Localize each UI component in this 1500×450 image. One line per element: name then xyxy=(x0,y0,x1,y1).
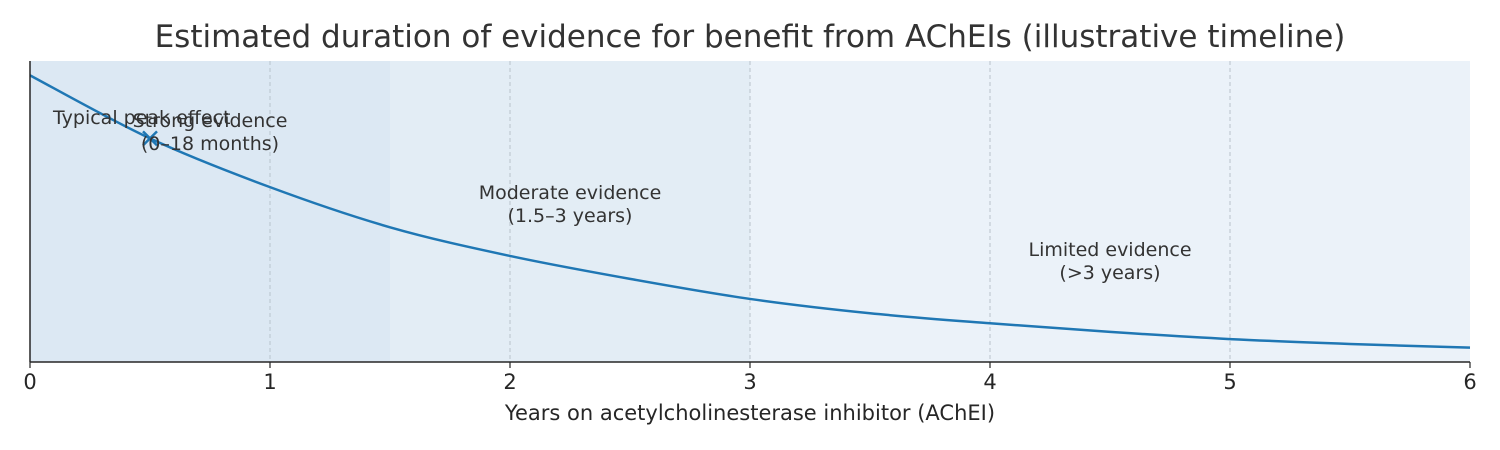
x-axis-label: Years on acetylcholinesterase inhibitor … xyxy=(504,401,995,425)
x-tick-label: 0 xyxy=(23,370,36,394)
chart-title: Estimated duration of evidence for benef… xyxy=(155,19,1346,55)
x-tick-label: 4 xyxy=(983,370,996,394)
region-label-title: Limited evidence xyxy=(1028,239,1191,261)
region-labels: Strong evidence(0–18 months) Moderate evi… xyxy=(133,110,1192,284)
x-tick-label: 6 xyxy=(1463,370,1476,394)
x-tick-label: 3 xyxy=(743,370,756,394)
evidence-band-3 xyxy=(750,61,1470,362)
region-label-title: Strong evidence xyxy=(133,110,288,132)
peak-marker xyxy=(142,130,158,147)
evidence-band-1 xyxy=(30,61,390,362)
grid-lines xyxy=(269,61,1231,362)
evidence-bands xyxy=(30,61,1470,362)
region-label-range: (>3 years) xyxy=(1059,262,1160,284)
annotation-text: Typical peak effect xyxy=(52,107,230,129)
x-ticks: 0 1 2 3 4 5 6 xyxy=(23,362,1477,394)
region-label-range: (1.5–3 years) xyxy=(508,205,633,227)
x-tick-label: 5 xyxy=(1223,370,1236,394)
annotation-group: Typical peak effect xyxy=(52,107,230,147)
region-label-title: Moderate evidence xyxy=(479,182,662,204)
x-tick-label: 2 xyxy=(503,370,516,394)
series-line xyxy=(29,74,1471,349)
evidence-band-2 xyxy=(390,61,750,362)
region-label-range: (0–18 months) xyxy=(141,133,279,155)
x-tick-label: 1 xyxy=(263,370,276,394)
